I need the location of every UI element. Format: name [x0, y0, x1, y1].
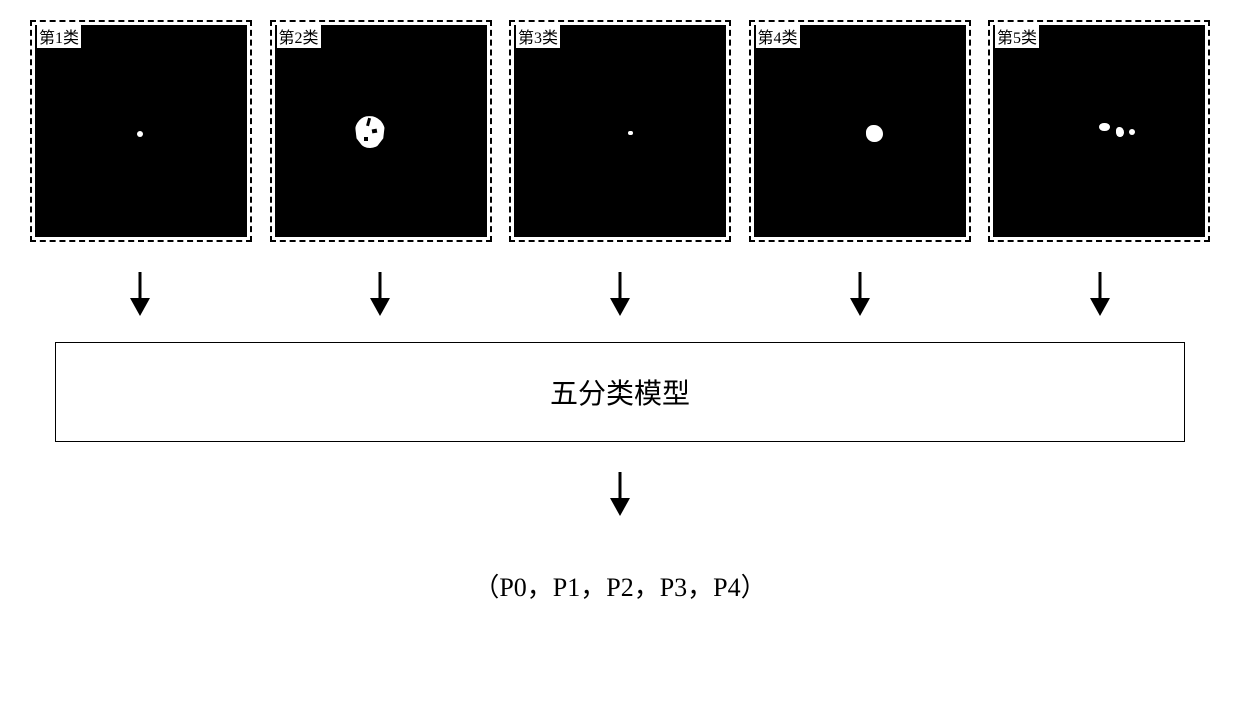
model-label: 五分类模型	[550, 372, 690, 412]
image-panel: 第1类	[30, 20, 252, 242]
blob-shape	[1129, 129, 1135, 135]
image-panel: 第3类	[509, 20, 731, 242]
panel-label: 第3类	[516, 24, 560, 48]
image-panel: 第2类	[270, 20, 492, 242]
panel-label: 第4类	[756, 24, 800, 48]
blob-shape	[1116, 127, 1124, 138]
image-content	[514, 25, 726, 237]
image-panels-row: 第1类 第2类 第3类 第4类 第5类	[30, 20, 1210, 242]
image-content	[35, 25, 247, 237]
diagram-container: 第1类 第2类 第3类 第4类 第5类 五分类模型 （P0，P1，P2，P3，P4）	[0, 0, 1240, 703]
blob-shape	[866, 125, 883, 142]
panel-label: 第1类	[37, 24, 81, 48]
arrow-down-icon	[370, 272, 390, 317]
blob-shape	[628, 131, 632, 135]
image-panel: 第5类	[988, 20, 1210, 242]
panel-label: 第2类	[277, 24, 321, 48]
arrow-down-icon	[1090, 272, 1110, 317]
input-arrows-row	[30, 272, 1210, 317]
image-content	[275, 25, 487, 237]
model-box: 五分类模型	[55, 342, 1185, 442]
arrow-down-icon	[130, 272, 150, 317]
output-label: （P0，P1，P2，P3，P4）	[473, 567, 766, 604]
blob-shape	[137, 131, 143, 137]
image-content	[993, 25, 1205, 237]
blob-shape	[364, 137, 368, 140]
panel-label: 第5类	[995, 24, 1039, 48]
blob-shape	[1099, 123, 1110, 131]
arrow-down-icon	[610, 272, 630, 317]
image-panel: 第4类	[749, 20, 971, 242]
arrow-down-icon	[610, 472, 630, 517]
arrow-down-icon	[850, 272, 870, 317]
blob-shape	[372, 128, 378, 133]
image-content	[754, 25, 966, 237]
